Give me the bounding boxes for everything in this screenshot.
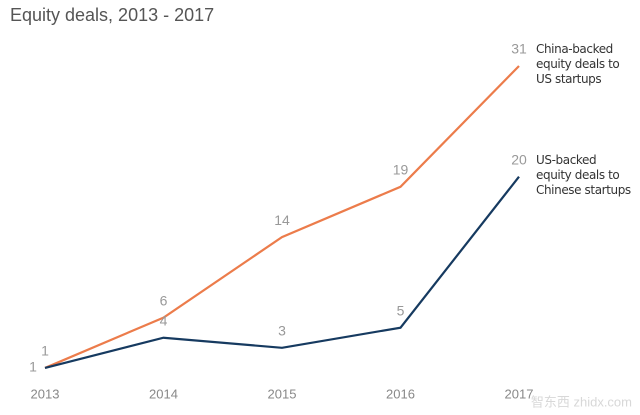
chart-title: Equity deals, 2013 - 2017 bbox=[10, 5, 214, 25]
data-label: 5 bbox=[397, 302, 405, 318]
x-tick-label: 2015 bbox=[268, 386, 297, 401]
data-label: 6 bbox=[160, 292, 168, 308]
data-label: 1 bbox=[29, 359, 37, 375]
x-tick-label: 2017 bbox=[505, 386, 534, 401]
x-tick-label: 2016 bbox=[386, 386, 415, 401]
watermark: 智东西 zhidx.com bbox=[531, 394, 632, 409]
data-label: 14 bbox=[274, 212, 290, 228]
series-label: US-backed equity deals to Chinese startu… bbox=[536, 152, 631, 197]
series-label: China-backed equity deals to US startups bbox=[536, 42, 620, 86]
data-label: 1 bbox=[41, 343, 49, 359]
x-tick-label: 2014 bbox=[149, 386, 178, 401]
series-line bbox=[44, 65, 520, 369]
x-tick-label: 2013 bbox=[31, 386, 60, 401]
data-label: 20 bbox=[511, 151, 527, 167]
data-label: 3 bbox=[278, 323, 286, 339]
data-label: 4 bbox=[160, 312, 168, 328]
data-label: 31 bbox=[511, 41, 527, 57]
series-line bbox=[44, 176, 520, 370]
data-label: 19 bbox=[393, 161, 409, 177]
